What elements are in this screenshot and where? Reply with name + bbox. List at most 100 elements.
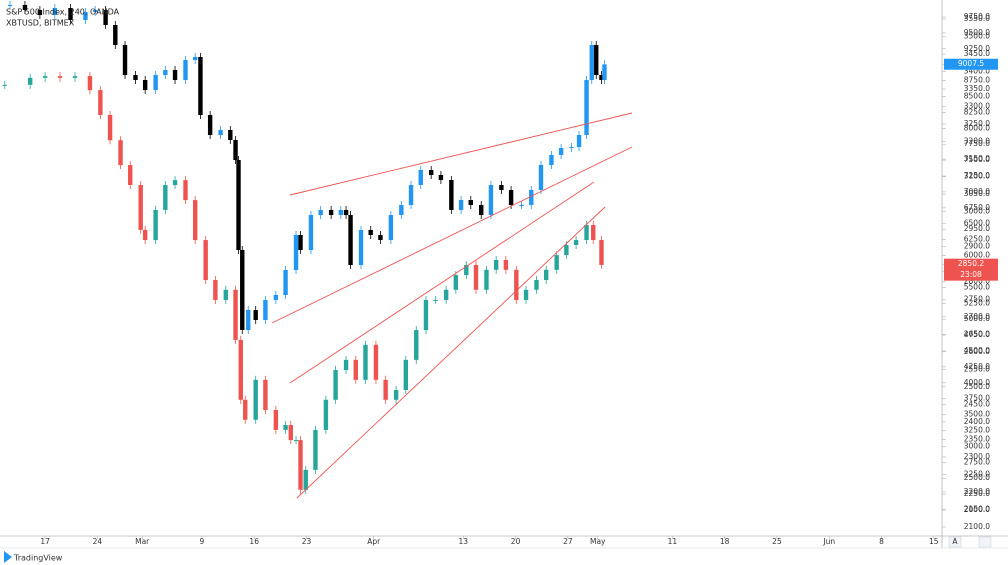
candle-body: [22, 4, 28, 10]
candle-body: [573, 240, 579, 245]
candle-body: [7, 4, 13, 6]
price-tag-label: 2850.2: [958, 259, 984, 268]
scale-button[interactable]: [948, 536, 962, 548]
candle-body: [318, 210, 323, 216]
y-tick-label: 7000.0: [964, 187, 990, 196]
candle-body: [443, 289, 449, 300]
legend-line: S&P 500 Index, 240, OANDA: [6, 8, 120, 17]
y-tick-label: 9250.0: [964, 44, 990, 53]
candle-body: [133, 75, 138, 80]
candle-body: [223, 289, 229, 300]
candle-body: [544, 269, 549, 280]
candle-body: [503, 260, 509, 270]
price-tag-label: 9007.5: [958, 59, 984, 68]
y-tick-label: 2950.0: [964, 224, 990, 233]
y-tick-label: 3050.0: [964, 189, 990, 198]
x-tick-label: 18: [720, 537, 730, 546]
y-tick-label: 3300.0: [964, 102, 990, 111]
candle-body: [238, 339, 243, 400]
candle-body: [52, 8, 58, 16]
candle-body: [414, 330, 419, 360]
candle-body: [333, 370, 338, 400]
candle-body: [399, 204, 404, 216]
candle-body: [408, 185, 414, 205]
candle-body: [243, 399, 248, 420]
x-tick-label: Jun: [822, 537, 835, 546]
candle-body: [142, 79, 148, 91]
candle-body: [207, 115, 213, 135]
candle-body: [118, 140, 123, 166]
y-tick-label: 3550.0: [964, 14, 990, 23]
candle-body: [253, 310, 258, 320]
candle-body: [584, 224, 589, 241]
y-tick-label: 2700.0: [964, 312, 990, 321]
candle-body: [293, 440, 299, 442]
candle-body: [228, 129, 233, 141]
y-tick-label: 4250.0: [964, 362, 990, 371]
candle-body: [253, 379, 258, 420]
x-tick-label: 13: [459, 537, 469, 546]
x-tick-label: 23: [302, 537, 312, 546]
x-tick-label: 25: [772, 537, 782, 546]
candle-body: [358, 229, 364, 266]
candle-body: [449, 179, 454, 210]
trend-line: [289, 181, 595, 384]
brand-logo: [4, 551, 12, 563]
trend-line: [271, 146, 633, 324]
candle-body: [549, 154, 554, 166]
candle-body: [428, 169, 434, 176]
candle-body: [203, 240, 208, 280]
candle-body: [589, 44, 594, 80]
y-tick-label: 3350.0: [964, 84, 990, 93]
candle-body: [92, 10, 98, 12]
candle-body: [373, 344, 379, 380]
candle-body: [458, 200, 464, 210]
candle-body: [538, 165, 544, 191]
legend-line: XBTUSD, BITMEX: [6, 19, 75, 28]
candle-body: [283, 425, 288, 430]
y-tick-label: 2500.0: [964, 382, 990, 391]
candle-body: [564, 244, 569, 256]
candle-body: [2, 84, 7, 86]
settings-button[interactable]: [978, 536, 992, 548]
candle-body: [72, 76, 78, 78]
candle-body: [418, 169, 423, 185]
plot-area: [2, 0, 607, 494]
candle-body: [338, 210, 344, 216]
candle-body: [263, 379, 268, 410]
y-tick-label: 3100.0: [964, 172, 990, 181]
candle-body: [499, 185, 504, 191]
candle-body: [68, 8, 73, 20]
y-tick-label: 3450.0: [964, 49, 990, 58]
candle-body: [153, 75, 158, 91]
candle-body: [27, 77, 33, 85]
x-tick-label: 15: [929, 537, 939, 546]
candle-body: [233, 140, 238, 160]
candle-body: [128, 165, 133, 186]
candle-body: [378, 235, 383, 241]
candle-body: [98, 90, 103, 115]
y-tick-label: 3000.0: [964, 207, 990, 216]
candle-body: [368, 229, 373, 235]
candle-body: [273, 409, 279, 430]
scale-button-label[interactable]: A: [952, 537, 958, 546]
y-tick-label: 9750.0: [964, 12, 990, 21]
candle-body: [263, 300, 268, 320]
candle-body: [468, 200, 473, 205]
candle-body: [343, 359, 349, 371]
candle-body: [183, 60, 188, 80]
candle-body: [584, 79, 589, 135]
candle-body: [138, 185, 143, 230]
x-tick-label: 11: [668, 537, 678, 546]
y-tick-label: 9500.0: [964, 28, 990, 37]
y-tick-label: 5500.0: [964, 282, 990, 291]
y-tick-label: 3150.0: [964, 154, 990, 163]
candle-body: [519, 204, 524, 206]
candle-body: [328, 210, 334, 216]
candle-body: [591, 224, 596, 241]
y-tick-label: 7750.0: [964, 139, 990, 148]
candle-body: [103, 10, 108, 26]
candle-body: [353, 359, 358, 380]
x-tick-label: 8: [879, 537, 884, 546]
